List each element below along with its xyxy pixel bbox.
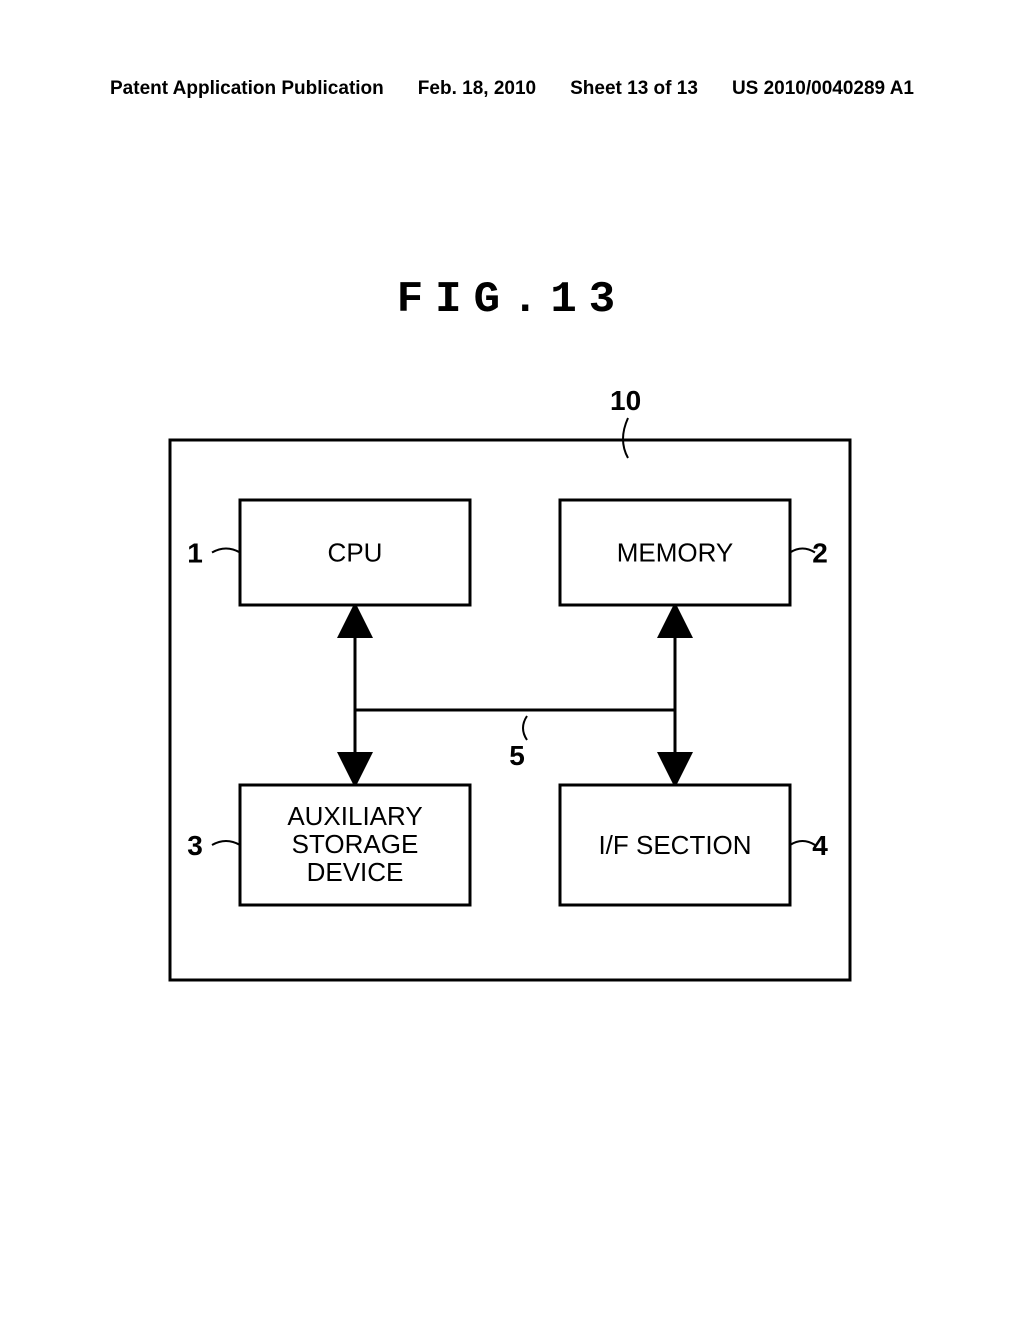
page-header: Patent Application Publication Feb. 18, … bbox=[0, 78, 1024, 100]
block-diagram: 105CPU1MEMORY2AUXILIARYSTORAGEDEVICE3I/F… bbox=[110, 370, 910, 1030]
svg-text:I/F SECTION: I/F SECTION bbox=[598, 830, 751, 860]
svg-text:5: 5 bbox=[509, 740, 525, 771]
svg-text:DEVICE: DEVICE bbox=[307, 857, 404, 887]
svg-text:10: 10 bbox=[610, 385, 641, 416]
svg-text:AUXILIARY: AUXILIARY bbox=[287, 801, 422, 831]
patent-page: Patent Application Publication Feb. 18, … bbox=[0, 0, 1024, 1320]
figure-title: FIG.13 bbox=[0, 275, 1024, 325]
publication-date: Feb. 18, 2010 bbox=[418, 78, 536, 100]
sheet-number: Sheet 13 of 13 bbox=[570, 78, 698, 100]
publication-number: US 2010/0040289 A1 bbox=[732, 78, 914, 100]
svg-text:3: 3 bbox=[187, 830, 203, 861]
svg-text:STORAGE: STORAGE bbox=[292, 829, 419, 859]
publication-type: Patent Application Publication bbox=[110, 78, 384, 100]
svg-text:MEMORY: MEMORY bbox=[617, 538, 734, 568]
svg-text:CPU: CPU bbox=[328, 538, 383, 568]
svg-text:1: 1 bbox=[187, 538, 203, 569]
